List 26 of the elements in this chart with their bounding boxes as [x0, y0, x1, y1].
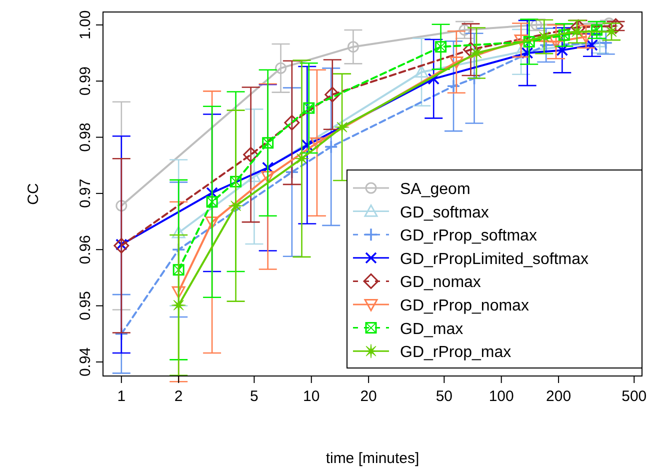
legend-label: GD_rProp_softmax	[400, 228, 537, 245]
y-axis-title: CC	[25, 183, 42, 205]
y-tick-label: 0.99	[77, 66, 94, 96]
legend-label: GD_softmax	[400, 204, 489, 222]
x-tick-label: 5	[250, 388, 258, 405]
x-axis-title: time [minutes]	[326, 450, 420, 467]
y-tick-label: 0.98	[77, 122, 94, 152]
legend-label: GD_rPropLimited_softmax	[400, 250, 589, 268]
legend-label: GD_rProp_max	[400, 344, 512, 362]
x-tick-label: 10	[303, 388, 320, 405]
y-tick-label: 0.95	[77, 291, 94, 320]
x-tick-label: 50	[436, 388, 453, 405]
x-tick-label: 100	[488, 388, 514, 405]
legend-label: GD_max	[400, 320, 464, 338]
y-tick-label: 0.94	[77, 347, 94, 377]
legend-label: GD_rProp_nomax	[400, 298, 529, 314]
y-tick-label: 0.97	[77, 178, 94, 208]
x-tick-label: 1	[117, 388, 126, 405]
y-tick-label: 1.00	[77, 10, 94, 40]
x-tick-label: 2	[174, 388, 183, 405]
x-tick-label: 500	[622, 388, 647, 405]
x-tick-label: 20	[360, 388, 377, 405]
x-tick-label: 200	[546, 388, 572, 405]
legend-label: SA_geom	[400, 181, 470, 198]
y-tick-label: 0.96	[77, 235, 94, 264]
legend-label: GD_nomax	[400, 274, 481, 292]
